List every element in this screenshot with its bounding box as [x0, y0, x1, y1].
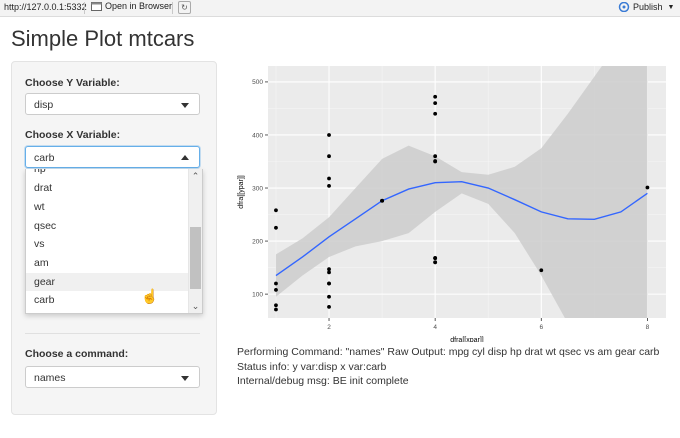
dropdown-option[interactable]: qsec [34, 220, 57, 232]
dropdown-option-highlighted[interactable]: gear [26, 273, 188, 291]
x-axis-label: dfra[[xpar]] [450, 337, 484, 342]
scrollbar-thumb[interactable] [190, 227, 201, 289]
x-variable-label: Choose X Variable: [25, 129, 121, 141]
y-tick-label: 200 [252, 238, 263, 245]
y-tick-label: 300 [252, 185, 263, 192]
data-point [274, 303, 278, 308]
data-point [327, 267, 331, 272]
y-variable-value: disp [34, 99, 54, 111]
open-in-browser-label: Open in Browser [105, 1, 173, 11]
data-point [327, 281, 331, 286]
dropdown-option[interactable]: hp [34, 169, 46, 175]
data-point [274, 287, 278, 292]
output-line-status: Status info: y var:disp x var:carb [237, 361, 387, 373]
data-point [274, 281, 278, 286]
url-label: http://127.0.0.1:5332 [4, 2, 87, 12]
data-point [645, 185, 650, 190]
x-tick-label: 4 [433, 324, 437, 331]
dropdown-option[interactable]: drat [34, 182, 53, 194]
y-tick-label: 400 [252, 132, 263, 139]
scatter-plot: 2 4 6 8 100 200 300 400 500 dfra[[xpar]] dfra[[ypa… [238, 66, 666, 342]
data-point [274, 307, 278, 312]
data-point [433, 111, 438, 116]
x-tick-label: 2 [327, 324, 331, 331]
y-tick-label: 500 [252, 79, 263, 86]
dropdown-option[interactable]: vs [34, 238, 45, 250]
publish-label: Publish [633, 2, 663, 12]
data-point [327, 183, 331, 188]
chevron-up-icon [181, 155, 189, 160]
chevron-down-icon: ▼ [667, 3, 675, 11]
x-variable-dropdown: hp drat wt qsec vs am gear carb ⌃ ⌄ [25, 169, 203, 314]
hand-cursor-icon: ☝ [141, 288, 159, 304]
x-variable-value: carb [34, 152, 55, 164]
y-tick-label: 100 [252, 291, 263, 298]
command-label: Choose a command: [25, 348, 129, 360]
data-point [539, 268, 544, 273]
publish-button[interactable]: Publish ▼ [618, 2, 674, 12]
data-point [380, 198, 384, 203]
y-variable-select[interactable]: disp [25, 93, 200, 115]
chevron-down-icon [181, 376, 189, 381]
y-axis-label: dfra[[ypar]] [238, 175, 245, 209]
y-variable-label: Choose Y Variable: [25, 77, 120, 89]
dropdown-option[interactable]: carb [34, 294, 55, 306]
dropdown-option[interactable]: am [34, 257, 49, 269]
data-point [327, 176, 331, 181]
data-point [433, 94, 438, 99]
command-select[interactable]: names [25, 366, 200, 388]
data-point [327, 154, 331, 159]
smooth-line [275, 180, 648, 277]
confidence-band [275, 66, 648, 318]
publish-icon [618, 2, 630, 12]
command-value: names [34, 372, 66, 384]
data-point [433, 159, 438, 164]
open-in-browser-icon [91, 1, 102, 11]
chevron-down-icon [181, 103, 189, 108]
dropdown-scrollbar[interactable]: ⌃ ⌄ [188, 169, 202, 313]
data-point [274, 225, 278, 230]
data-point [433, 101, 438, 106]
data-point [433, 256, 438, 261]
dropdown-option[interactable]: wt [34, 201, 45, 213]
page-title: Simple Plot mtcars [11, 26, 195, 51]
scroll-down-icon[interactable]: ⌄ [191, 301, 200, 311]
x-variable-select[interactable]: carb [25, 146, 200, 168]
x-tick-label: 6 [539, 324, 543, 331]
divider [172, 2, 173, 14]
x-tick-label: 8 [646, 324, 650, 331]
data-point [274, 208, 278, 213]
data-point [433, 154, 438, 159]
divider [84, 2, 85, 14]
open-in-browser-button[interactable]: Open in Browser [91, 1, 172, 11]
data-point [327, 270, 331, 275]
data-point [327, 133, 331, 137]
data-point [433, 260, 438, 265]
output-line-debug: Internal/debug msg: BE init complete [237, 375, 409, 387]
divider [25, 333, 200, 334]
refresh-icon[interactable]: ↻ [178, 1, 191, 14]
output-line-command: Performing Command: "names" Raw Output: … [237, 346, 660, 358]
data-point [327, 304, 331, 309]
browser-toolbar: http://127.0.0.1:5332 Open in Browser ↻ … [0, 0, 680, 17]
scroll-up-icon[interactable]: ⌃ [191, 171, 200, 181]
data-point [327, 294, 331, 299]
